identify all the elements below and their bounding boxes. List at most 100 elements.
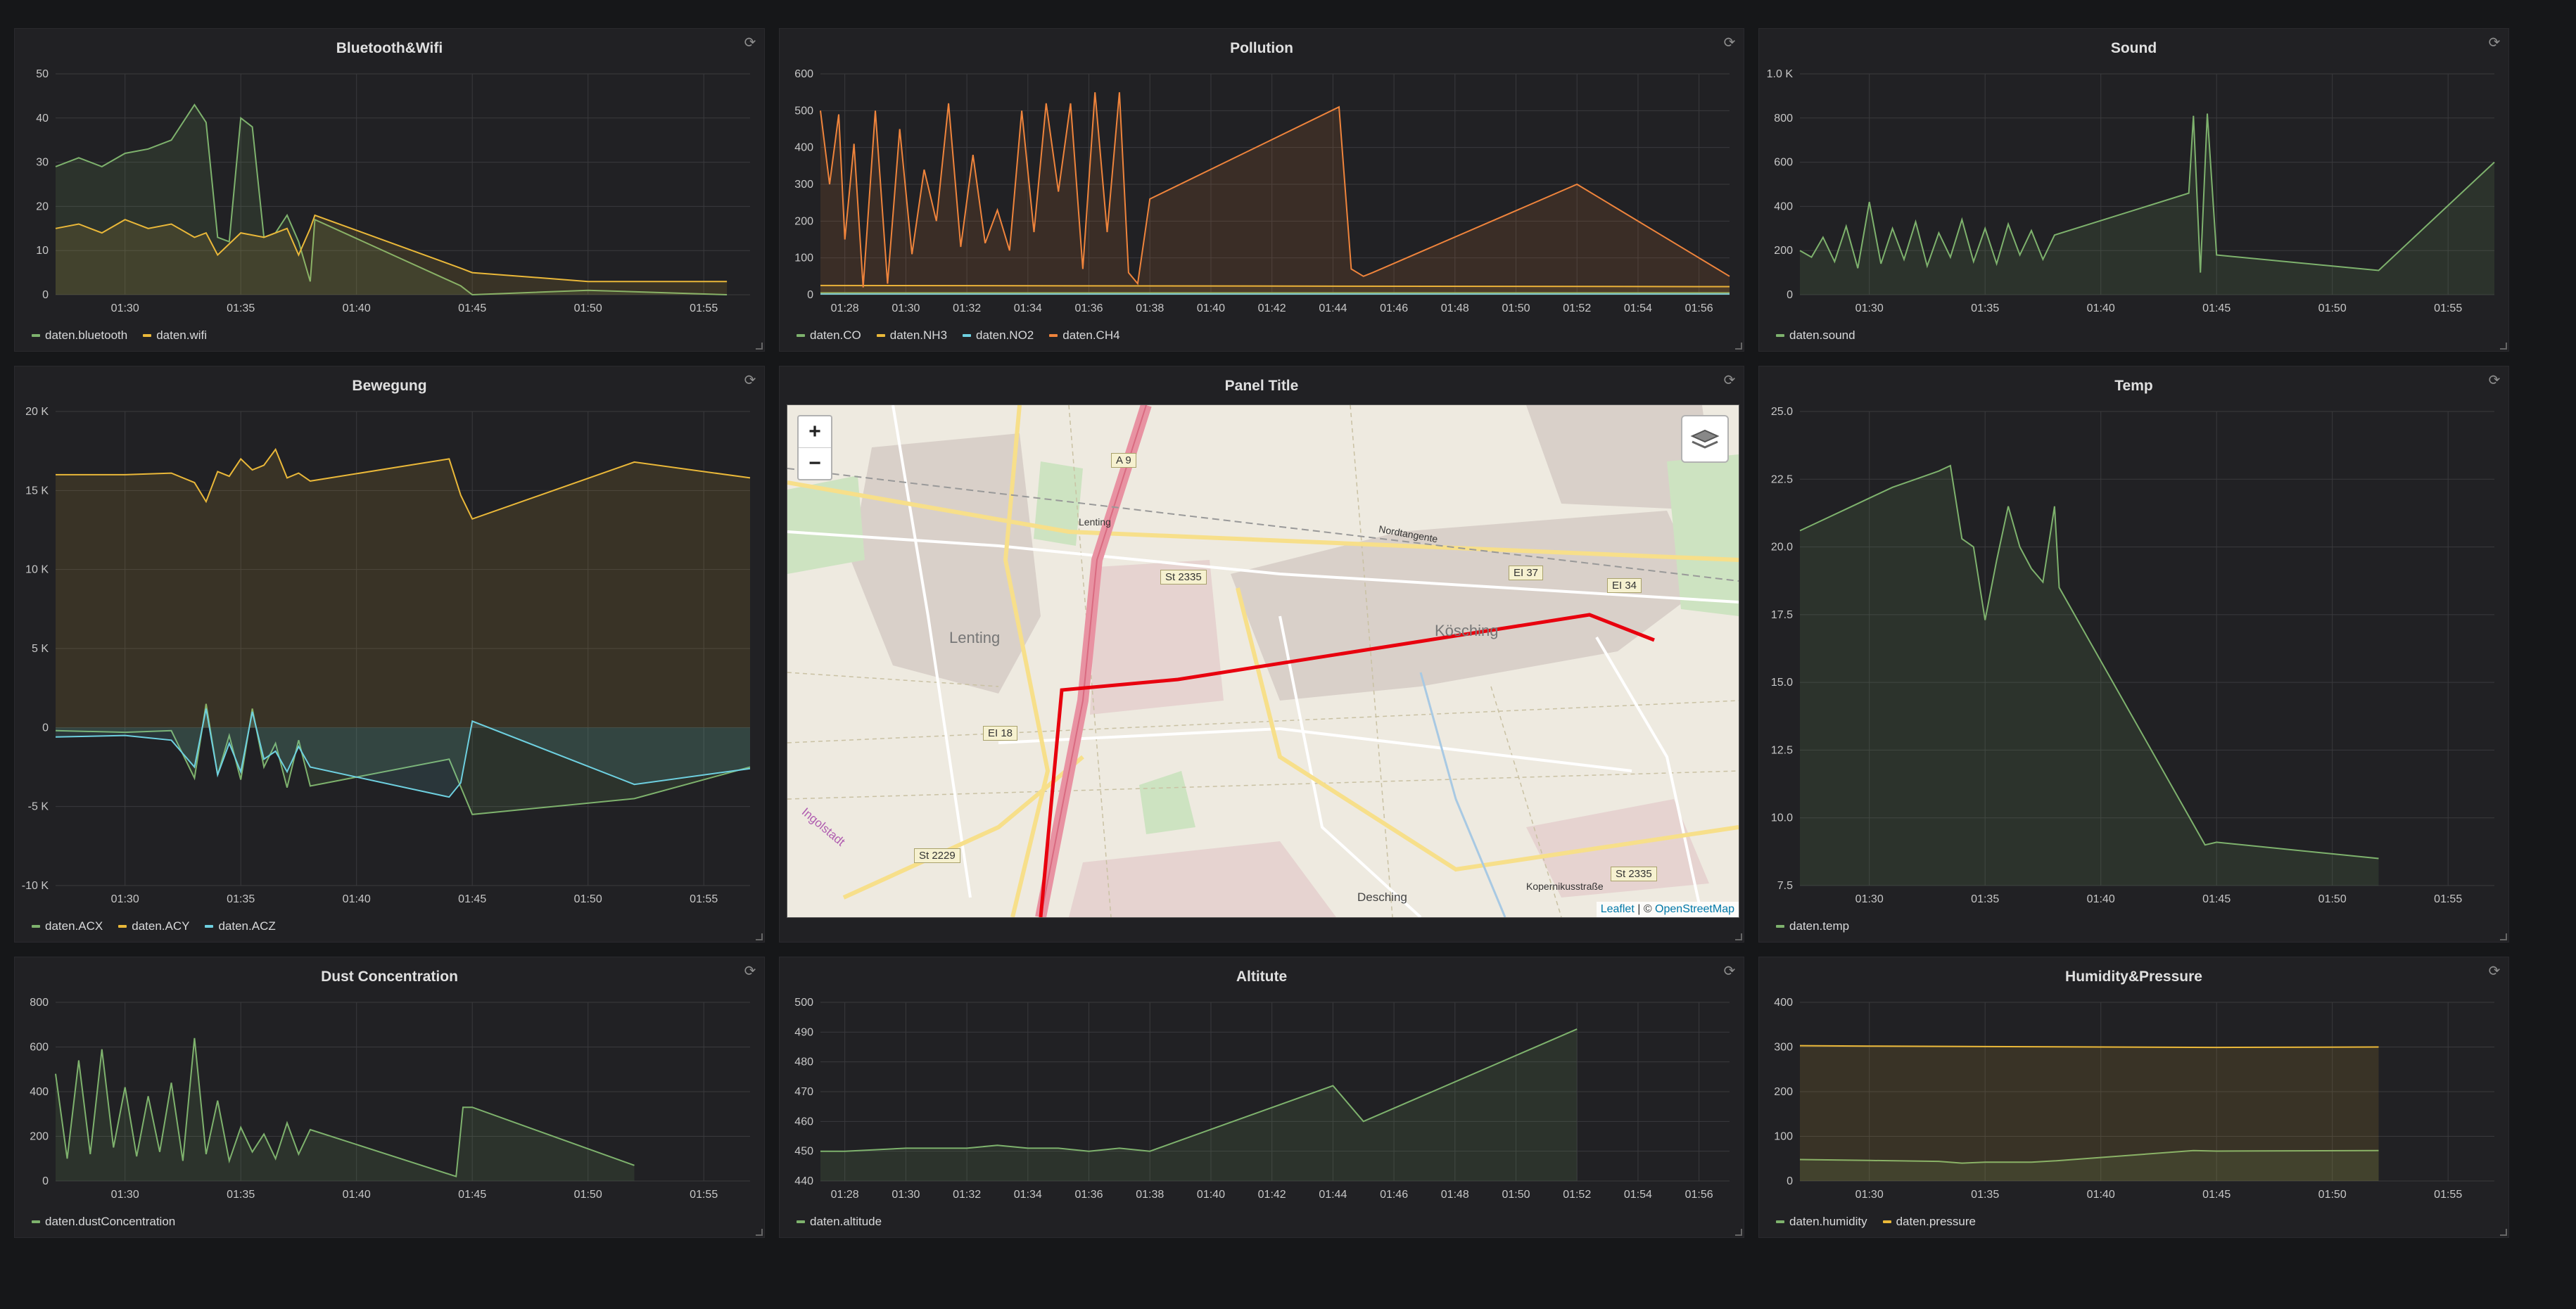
route-map[interactable]: Lenting Kösching Desching Ingolstadt A 9…: [787, 404, 1739, 918]
legend-item[interactable]: daten.dustConcentration: [32, 1215, 175, 1229]
y-tick-label: 5 K: [32, 643, 49, 655]
legend-swatch: [32, 1220, 40, 1223]
leaflet-link[interactable]: Leaflet: [1600, 903, 1635, 915]
chart-bewegung: 20 K 15 K 10 K 5 K 0 -5 K -10 K 01:30 01:35 01:40…: [22, 406, 751, 905]
x-tick-label: 01:45: [2202, 302, 2231, 314]
chart-legend: daten.bluetooth daten.wifi: [32, 328, 207, 343]
resize-handle[interactable]: [2500, 343, 2507, 350]
legend-swatch: [118, 925, 127, 928]
legend-item[interactable]: daten.temp: [1776, 919, 1849, 933]
legend-swatch: [797, 1220, 805, 1223]
x-tick-label: 01:38: [1136, 302, 1164, 314]
legend-item[interactable]: daten.ACZ: [205, 919, 276, 933]
resize-handle[interactable]: [756, 343, 763, 350]
legend-item[interactable]: daten.NO2: [963, 328, 1034, 343]
panel-title[interactable]: Sound: [2110, 40, 2157, 56]
panel-title[interactable]: Bluetooth&Wifi: [336, 40, 443, 56]
legend-label: daten.sound: [1789, 328, 1855, 342]
y-tick-label: 400: [1774, 997, 1793, 1009]
panel-title[interactable]: Pollution: [1230, 40, 1293, 56]
panel-title[interactable]: Dust Concentration: [321, 969, 458, 985]
panel-sound: Sound ⟳ 1.0 K 800 600 400 200 0 01:30 01:35 01:4…: [1758, 28, 2509, 352]
x-tick-label: 01:48: [1441, 1189, 1469, 1201]
x-tick-label: 01:56: [1685, 1189, 1713, 1201]
osm-link[interactable]: OpenStreetMap: [1655, 903, 1734, 915]
panel-loading-icon[interactable]: ⟳: [1723, 35, 1736, 51]
x-tick-label: 01:35: [1971, 1189, 1999, 1201]
y-tick-label: 300: [794, 179, 813, 191]
panel-loading-icon[interactable]: ⟳: [1723, 964, 1736, 979]
x-tick-label: 01:45: [2202, 1189, 2231, 1201]
legend-label: daten.ACY: [132, 919, 190, 933]
x-tick-label: 01:44: [1319, 302, 1347, 314]
road-label: St 2335: [1160, 570, 1207, 585]
x-tick-label: 01:34: [1014, 1189, 1042, 1201]
resize-handle[interactable]: [1735, 343, 1742, 350]
legend-swatch: [143, 334, 152, 337]
x-tick-label: 01:40: [1197, 302, 1225, 314]
resize-handle[interactable]: [1735, 933, 1742, 940]
y-tick-label: 460: [794, 1116, 813, 1128]
layers-icon[interactable]: [1681, 415, 1729, 463]
panel-loading-icon[interactable]: ⟳: [1723, 373, 1736, 388]
panel-temp: Temp ⟳ 25.0 22.5 20.0 17.5 15.0 12.5 10.0 7.5 01…: [1758, 366, 2509, 943]
panel-bewegung: Bewegung ⟳ 20 K 15 K 10 K 5 K 0 -5 K -10 K 01:3…: [14, 366, 765, 943]
y-tick-label: -5 K: [28, 801, 49, 813]
road-label: EI 18: [983, 726, 1018, 741]
legend-item[interactable]: daten.ACX: [32, 919, 103, 933]
series-area-daten.temp: [1800, 466, 2379, 886]
legend-item[interactable]: daten.ACY: [118, 919, 189, 933]
legend-item[interactable]: daten.CH4: [1049, 328, 1120, 343]
legend-item[interactable]: daten.sound: [1776, 328, 1855, 343]
resize-handle[interactable]: [2500, 1229, 2507, 1236]
legend-item[interactable]: daten.wifi: [143, 328, 207, 343]
x-tick-label: 01:50: [574, 1189, 602, 1201]
resize-handle[interactable]: [756, 1229, 763, 1236]
panel-loading-icon[interactable]: ⟳: [2488, 964, 2501, 979]
series-area-daten.NH3: [820, 285, 1730, 295]
legend-label: daten.pressure: [1896, 1215, 1976, 1228]
series-line-daten.sound: [1799, 113, 2495, 273]
panel-loading-icon[interactable]: ⟳: [2488, 35, 2501, 51]
panel-title[interactable]: Altitute: [1236, 969, 1288, 985]
zoom-out-button[interactable]: −: [808, 452, 821, 475]
panel-loading-icon[interactable]: ⟳: [744, 35, 756, 51]
panel-loading-icon[interactable]: ⟳: [2488, 373, 2501, 388]
resize-handle[interactable]: [756, 933, 763, 940]
x-tick-label: 01:52: [1563, 1189, 1591, 1201]
resize-handle[interactable]: [2500, 933, 2507, 940]
zoom-in-button[interactable]: +: [799, 416, 831, 448]
y-tick-label: 600: [30, 1042, 49, 1054]
legend-swatch: [1776, 334, 1784, 337]
x-tick-label: 01:55: [690, 302, 718, 314]
road-label: EI 37: [1509, 566, 1544, 580]
legend-item[interactable]: daten.humidity: [1776, 1215, 1867, 1229]
x-tick-label: 01:50: [574, 893, 602, 905]
legend-label: daten.temp: [1789, 919, 1850, 933]
chart-legend: daten.altitude: [797, 1215, 882, 1229]
panel-title[interactable]: Bewegung: [352, 378, 427, 394]
legend-item[interactable]: daten.CO: [797, 328, 861, 343]
panel-title[interactable]: Panel Title: [1224, 378, 1299, 394]
panel-title[interactable]: Temp: [2114, 378, 2153, 394]
legend-swatch: [1882, 1220, 1891, 1223]
legend-item[interactable]: daten.pressure: [1882, 1215, 1976, 1229]
legend-item[interactable]: daten.altitude: [797, 1215, 882, 1229]
legend-item[interactable]: daten.bluetooth: [32, 328, 127, 343]
resize-handle[interactable]: [1735, 1229, 1742, 1236]
y-tick-label: 400: [1774, 200, 1793, 212]
series-area-daten.ACX: [56, 703, 750, 815]
y-tick-label: 480: [794, 1056, 813, 1068]
panel-loading-icon[interactable]: ⟳: [744, 964, 756, 979]
legend-item[interactable]: daten.NH3: [876, 328, 947, 343]
x-tick-label: 01:40: [343, 302, 371, 314]
y-tick-label: 440: [794, 1175, 813, 1187]
panel-loading-icon[interactable]: ⟳: [744, 373, 756, 388]
y-tick-label: 1.0 K: [1767, 68, 1794, 80]
y-tick-label: 100: [794, 253, 813, 264]
panel-title[interactable]: Humidity&Pressure: [2065, 969, 2202, 985]
y-tick-label: 20.0: [1771, 542, 1793, 554]
panel-pollution: Pollution ⟳ 600 500 400 300 200 100 0 01:28 01:3…: [779, 28, 1744, 352]
x-tick-label: 01:40: [1197, 1189, 1225, 1201]
x-tick-label: 01:30: [892, 302, 920, 314]
